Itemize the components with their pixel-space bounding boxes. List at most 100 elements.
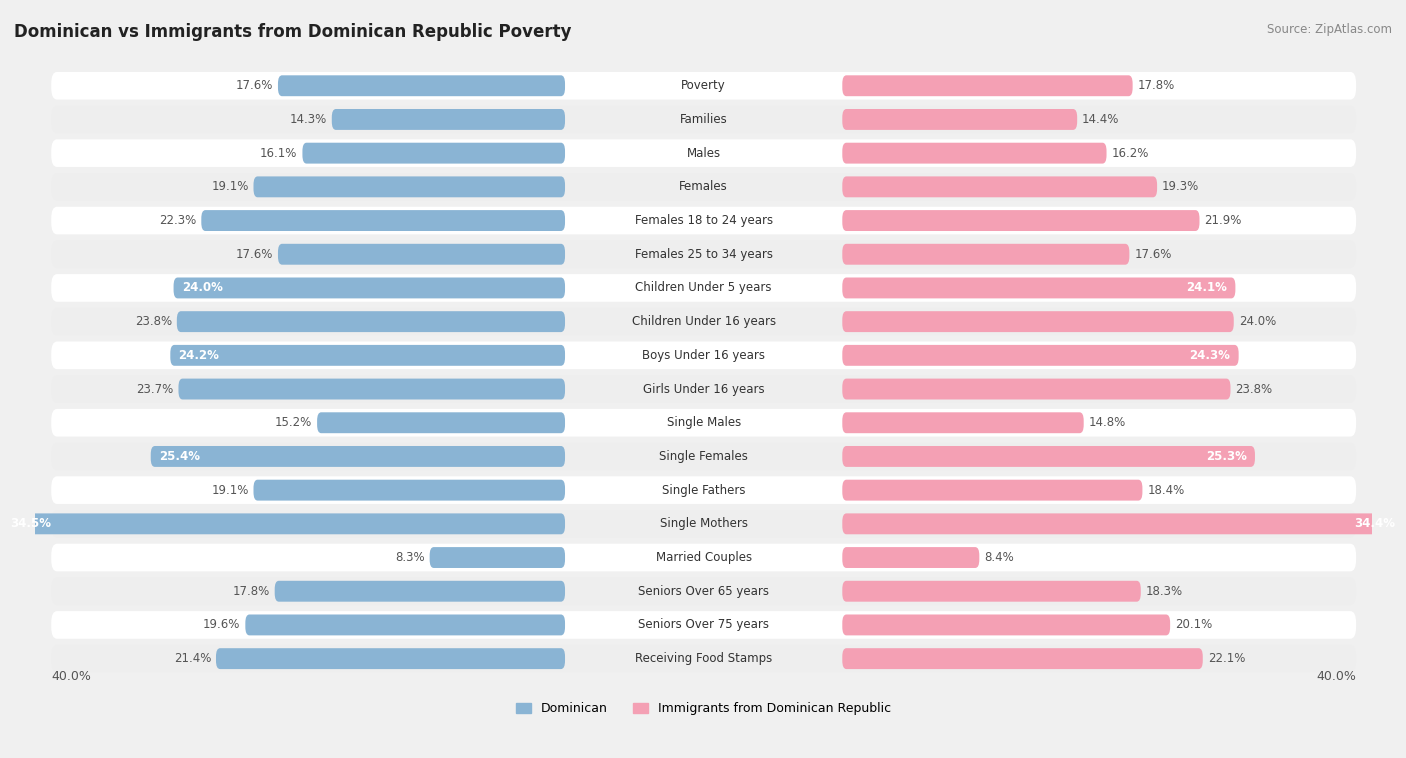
FancyBboxPatch shape [278, 244, 565, 265]
FancyBboxPatch shape [842, 312, 1233, 332]
FancyBboxPatch shape [842, 547, 980, 568]
Text: 22.1%: 22.1% [1208, 652, 1246, 665]
FancyBboxPatch shape [842, 513, 1403, 534]
Text: 14.3%: 14.3% [290, 113, 326, 126]
FancyBboxPatch shape [842, 109, 1077, 130]
Text: 22.3%: 22.3% [159, 214, 197, 227]
Text: 19.6%: 19.6% [202, 619, 240, 631]
FancyBboxPatch shape [51, 308, 1355, 336]
FancyBboxPatch shape [253, 177, 565, 197]
Text: Married Couples: Married Couples [655, 551, 752, 564]
FancyBboxPatch shape [51, 476, 1355, 504]
Text: 25.4%: 25.4% [159, 450, 200, 463]
FancyBboxPatch shape [150, 446, 565, 467]
Text: 21.4%: 21.4% [174, 652, 211, 665]
Text: 24.2%: 24.2% [179, 349, 219, 362]
Text: 15.2%: 15.2% [276, 416, 312, 429]
FancyBboxPatch shape [842, 446, 1256, 467]
FancyBboxPatch shape [201, 210, 565, 231]
Text: 19.1%: 19.1% [211, 180, 249, 193]
Text: Seniors Over 75 years: Seniors Over 75 years [638, 619, 769, 631]
Text: Single Females: Single Females [659, 450, 748, 463]
FancyBboxPatch shape [51, 173, 1355, 201]
Text: Receiving Food Stamps: Receiving Food Stamps [636, 652, 772, 665]
FancyBboxPatch shape [842, 648, 1202, 669]
FancyBboxPatch shape [177, 312, 565, 332]
FancyBboxPatch shape [302, 143, 565, 164]
Text: 24.3%: 24.3% [1189, 349, 1230, 362]
FancyBboxPatch shape [51, 342, 1355, 369]
FancyBboxPatch shape [842, 581, 1140, 602]
FancyBboxPatch shape [842, 75, 1133, 96]
Text: Single Mothers: Single Mothers [659, 518, 748, 531]
Text: 17.6%: 17.6% [236, 80, 273, 92]
Text: Boys Under 16 years: Boys Under 16 years [643, 349, 765, 362]
FancyBboxPatch shape [842, 615, 1170, 635]
FancyBboxPatch shape [278, 75, 565, 96]
Text: 19.3%: 19.3% [1161, 180, 1199, 193]
Text: 19.1%: 19.1% [211, 484, 249, 496]
Text: 14.8%: 14.8% [1088, 416, 1126, 429]
FancyBboxPatch shape [51, 207, 1355, 234]
FancyBboxPatch shape [170, 345, 565, 366]
Text: 18.3%: 18.3% [1146, 584, 1182, 598]
Text: 16.2%: 16.2% [1111, 146, 1149, 160]
Text: 17.8%: 17.8% [1137, 80, 1175, 92]
Text: Seniors Over 65 years: Seniors Over 65 years [638, 584, 769, 598]
FancyBboxPatch shape [179, 378, 565, 399]
FancyBboxPatch shape [842, 277, 1236, 299]
FancyBboxPatch shape [51, 578, 1355, 605]
Text: 20.1%: 20.1% [1175, 619, 1212, 631]
FancyBboxPatch shape [3, 513, 565, 534]
FancyBboxPatch shape [173, 277, 565, 299]
Text: 24.1%: 24.1% [1187, 281, 1227, 294]
FancyBboxPatch shape [51, 375, 1355, 402]
FancyBboxPatch shape [842, 177, 1157, 197]
Text: 16.1%: 16.1% [260, 146, 298, 160]
Text: Females 18 to 24 years: Females 18 to 24 years [634, 214, 773, 227]
Text: 24.0%: 24.0% [181, 281, 222, 294]
Text: 34.4%: 34.4% [1354, 518, 1395, 531]
Text: Females: Females [679, 180, 728, 193]
Text: Single Males: Single Males [666, 416, 741, 429]
Text: 17.6%: 17.6% [236, 248, 273, 261]
Text: Families: Families [679, 113, 727, 126]
Text: 34.5%: 34.5% [10, 518, 52, 531]
Text: 17.8%: 17.8% [232, 584, 270, 598]
Text: Children Under 5 years: Children Under 5 years [636, 281, 772, 294]
FancyBboxPatch shape [51, 443, 1355, 470]
FancyBboxPatch shape [842, 210, 1199, 231]
FancyBboxPatch shape [51, 645, 1355, 672]
FancyBboxPatch shape [51, 409, 1355, 437]
Legend: Dominican, Immigrants from Dominican Republic: Dominican, Immigrants from Dominican Rep… [516, 702, 891, 715]
FancyBboxPatch shape [253, 480, 565, 500]
Text: 8.3%: 8.3% [395, 551, 425, 564]
FancyBboxPatch shape [430, 547, 565, 568]
FancyBboxPatch shape [245, 615, 565, 635]
FancyBboxPatch shape [842, 480, 1143, 500]
Text: Children Under 16 years: Children Under 16 years [631, 315, 776, 328]
Text: 8.4%: 8.4% [984, 551, 1014, 564]
Text: 23.8%: 23.8% [135, 315, 172, 328]
Text: 18.4%: 18.4% [1147, 484, 1185, 496]
Text: 25.3%: 25.3% [1206, 450, 1247, 463]
FancyBboxPatch shape [318, 412, 565, 433]
Text: 21.9%: 21.9% [1205, 214, 1241, 227]
Text: 40.0%: 40.0% [51, 670, 91, 683]
Text: 23.8%: 23.8% [1236, 383, 1272, 396]
FancyBboxPatch shape [51, 105, 1355, 133]
FancyBboxPatch shape [51, 543, 1355, 572]
FancyBboxPatch shape [51, 72, 1355, 99]
FancyBboxPatch shape [842, 143, 1107, 164]
FancyBboxPatch shape [51, 274, 1355, 302]
Text: 14.4%: 14.4% [1083, 113, 1119, 126]
FancyBboxPatch shape [842, 412, 1084, 433]
Text: Girls Under 16 years: Girls Under 16 years [643, 383, 765, 396]
Text: 23.7%: 23.7% [136, 383, 173, 396]
FancyBboxPatch shape [842, 244, 1129, 265]
FancyBboxPatch shape [842, 378, 1230, 399]
FancyBboxPatch shape [51, 240, 1355, 268]
Text: 17.6%: 17.6% [1135, 248, 1171, 261]
FancyBboxPatch shape [842, 345, 1239, 366]
FancyBboxPatch shape [51, 139, 1355, 167]
